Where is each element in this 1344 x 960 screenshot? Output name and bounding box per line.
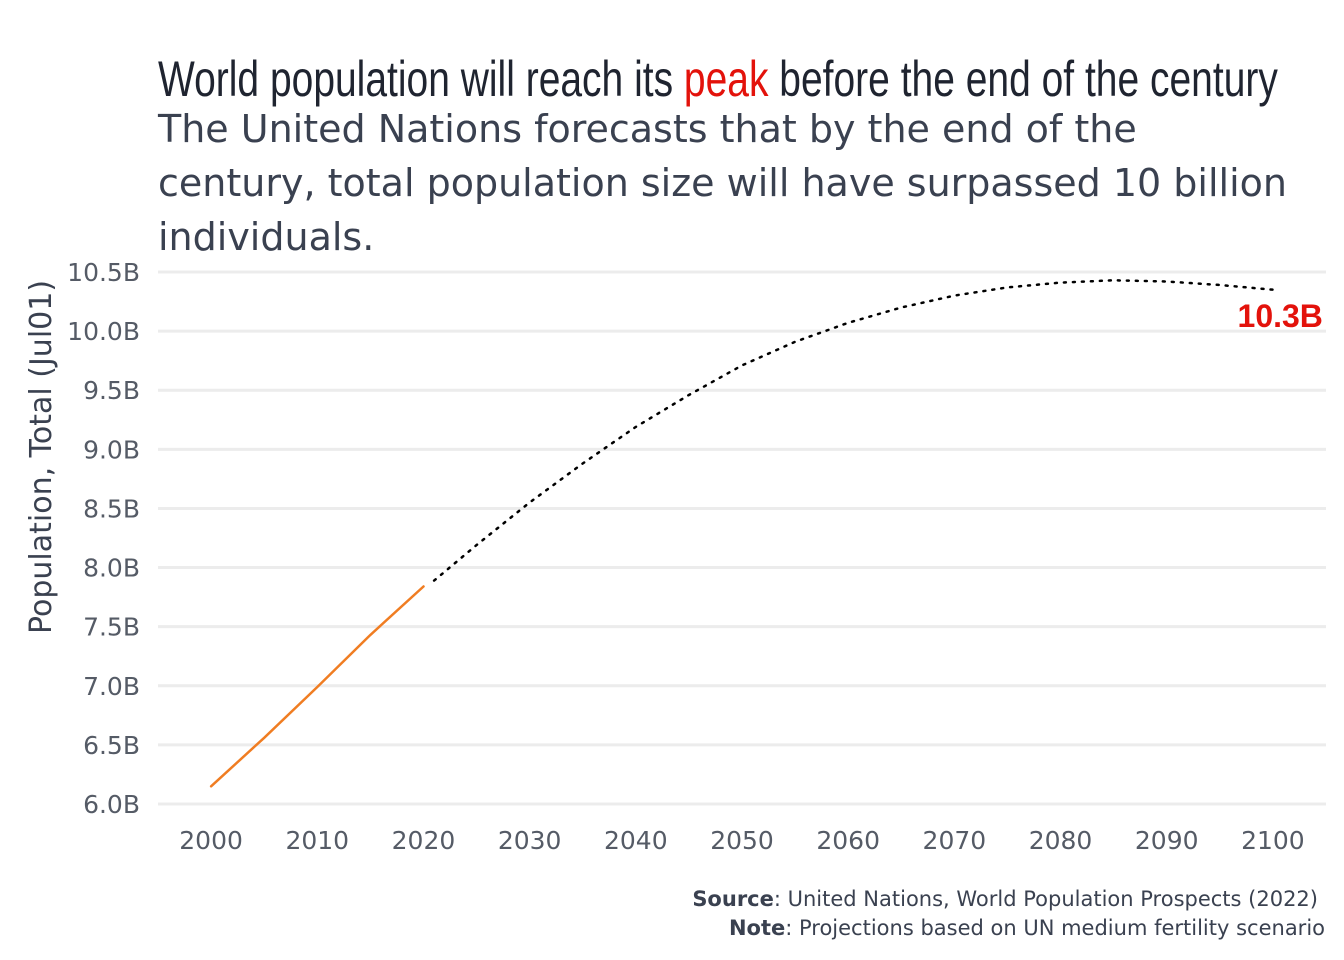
y-tick-label: 7.5B (83, 613, 140, 642)
y-tick-label: 7.0B (83, 672, 140, 701)
x-tick-label: 2010 (285, 826, 349, 855)
source-label: Source (692, 887, 774, 911)
source-caption: Source: United Nations, World Population… (692, 887, 1318, 911)
x-tick-label: 2090 (1135, 826, 1199, 855)
chart-subtitle-line-2: century, total population size will have… (158, 161, 1287, 205)
chart-title: World population will reach its peak bef… (158, 50, 1278, 107)
chart-title-after: before the end of the century (768, 50, 1278, 107)
y-tick-label: 10.5B (67, 258, 140, 287)
x-tick-label: 2100 (1241, 826, 1305, 855)
y-tick-label: 9.0B (83, 435, 140, 464)
x-tick-label: 2000 (179, 826, 243, 855)
note-text: : Projections based on UN medium fertili… (785, 916, 1325, 940)
end-value-label: 10.3B (1238, 298, 1323, 334)
x-tick-label: 2080 (1029, 826, 1093, 855)
note-caption: Note: Projections based on UN medium fer… (729, 916, 1325, 940)
x-tick-label: 2050 (710, 826, 774, 855)
x-tick-label: 2030 (498, 826, 562, 855)
x-tick-label: 2060 (816, 826, 880, 855)
chart-title-highlight: peak (684, 50, 769, 107)
projection-line (432, 279, 1275, 582)
x-tick-label: 2040 (604, 826, 668, 855)
note-label: Note (729, 916, 785, 940)
x-tick-label: 2020 (392, 826, 456, 855)
y-tick-label: 6.5B (83, 731, 140, 760)
y-axis-title: Population, Total (Jul01) (24, 280, 59, 634)
y-tick-label: 10.0B (67, 317, 140, 346)
y-tick-label: 8.0B (83, 554, 140, 583)
chart-title-before: World population will reach its (158, 50, 684, 107)
y-tick-label: 6.0B (83, 790, 140, 819)
x-tick-label: 2070 (923, 826, 987, 855)
y-tick-label: 9.5B (83, 376, 140, 405)
chart-subtitle-line-3: individuals. (158, 215, 374, 259)
chart-subtitle-line-1: The United Nations forecasts that by the… (157, 107, 1137, 151)
y-tick-label: 8.5B (83, 494, 140, 523)
gridlines (158, 270, 1326, 806)
y-axis-ticks: 6.0B 6.5B 7.0B 7.5B 8.0B 8.5B 9.0B 9.5B 10.0B 10.… (67, 258, 140, 819)
historical-line (209, 585, 425, 788)
source-text: : United Nations, World Population Prosp… (774, 887, 1318, 911)
x-axis-ticks: 2000 2010 2020 2030 2040 2050 2060 2070 2080 2090… (179, 826, 1304, 855)
series-lines (209, 279, 1275, 788)
